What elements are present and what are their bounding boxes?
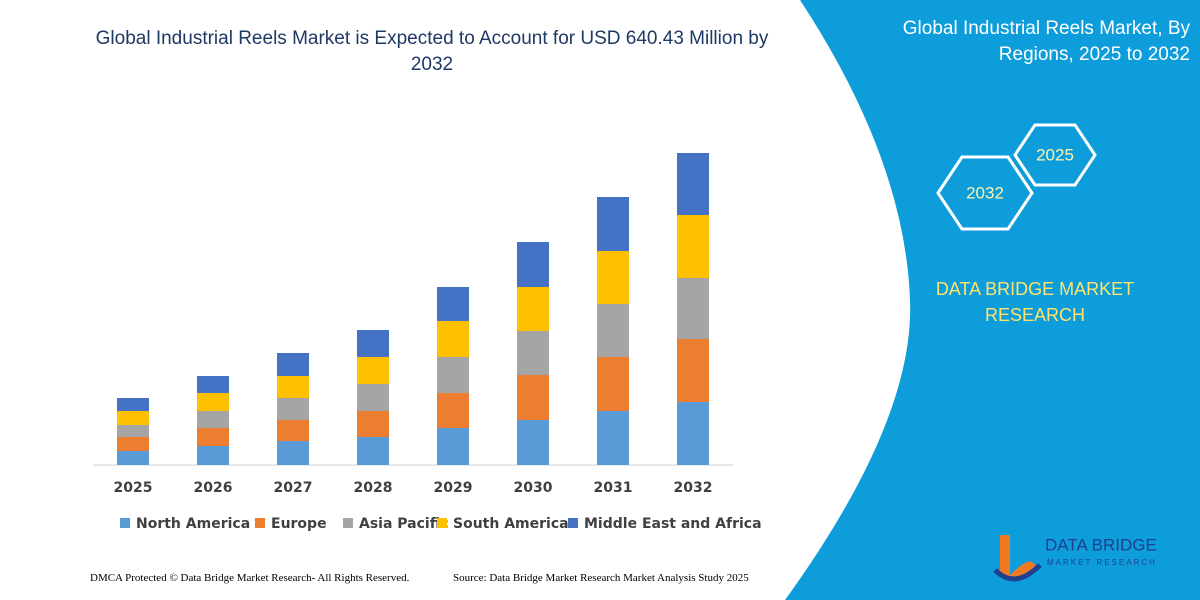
legend-label: Europe [271, 516, 327, 532]
bar-segment [197, 428, 229, 446]
bar-segment [197, 393, 229, 411]
footer-left: DMCA Protected © Data Bridge Market Rese… [90, 572, 410, 584]
legend-label: South America [453, 516, 569, 532]
bar-segment [517, 420, 549, 465]
x-tick-label: 2030 [514, 480, 553, 496]
bar-segment [277, 420, 309, 441]
bar-segment [677, 215, 709, 278]
bar-segment [117, 398, 149, 411]
bar-segment [117, 411, 149, 425]
bar-segment [357, 411, 389, 437]
x-tick-label: 2026 [194, 480, 233, 496]
bar-segment [437, 287, 469, 321]
bar-segment [597, 197, 629, 251]
bar-segment [677, 153, 709, 215]
chart-title: Global Industrial Reels Market is Expect… [95, 28, 769, 75]
footer-right: Source: Data Bridge Market Research Mark… [453, 572, 749, 584]
side-panel [785, 0, 1200, 600]
x-tick-label: 2025 [114, 480, 153, 496]
bar-segment [597, 304, 629, 357]
x-tick-label: 2028 [354, 480, 393, 496]
sidebar-title: Global Industrial Reels Market, By Regio… [902, 18, 1190, 65]
bar-segment [517, 242, 549, 287]
bar-segment [277, 353, 309, 376]
bar-segment [677, 278, 709, 339]
logo-tagline: MARKET RESEARCH [1047, 558, 1157, 567]
bar-segment [437, 428, 469, 465]
legend-swatch [343, 518, 353, 528]
bar-segment [197, 411, 229, 428]
bar-segment [597, 357, 629, 411]
hexagon [1013, 123, 1097, 187]
x-tick-label: 2031 [594, 480, 633, 496]
bar-segment [357, 437, 389, 465]
bar-segment [277, 376, 309, 398]
bar-segment [117, 451, 149, 465]
bar-segment [677, 402, 709, 465]
legend-label: Asia Pacific [359, 516, 448, 532]
bar-segment [357, 384, 389, 411]
bar-segment [437, 321, 469, 357]
bar-segment [517, 331, 549, 375]
hexagon [936, 155, 1034, 231]
legend-label: Middle East and Africa [584, 516, 762, 532]
hexagon-label: 2032 [966, 183, 1004, 202]
legend-swatch [120, 518, 130, 528]
bar-segment [357, 357, 389, 384]
bar-segment [517, 287, 549, 331]
bar-segment [517, 375, 549, 420]
legend-label: North America [136, 516, 250, 532]
x-tick-label: 2027 [274, 480, 313, 496]
brand: DATA BRIDGE MARKET RESEARCH [935, 279, 1135, 325]
legend-swatch [568, 518, 578, 528]
legend-swatch [255, 518, 265, 528]
bar-segment [277, 441, 309, 465]
bar-segment [117, 425, 149, 437]
x-tick-label: 2029 [434, 480, 473, 496]
x-tick-label: 2032 [674, 480, 713, 496]
bar-segment [277, 398, 309, 420]
bar-segment [677, 339, 709, 402]
bar-segment [117, 437, 149, 451]
bar-segment [437, 357, 469, 393]
bar-segment [437, 393, 469, 428]
logo-mark [1000, 535, 1035, 579]
bar-segment [597, 251, 629, 304]
logo-name: DATA BRIDGE [1045, 535, 1157, 554]
bar-segment [197, 376, 229, 393]
logo-mark [993, 563, 1042, 582]
bar-segment [197, 446, 229, 465]
hexagon-label: 2025 [1036, 145, 1074, 164]
legend-swatch [437, 518, 447, 528]
bar-segment [597, 411, 629, 465]
bar-segment [357, 330, 389, 357]
